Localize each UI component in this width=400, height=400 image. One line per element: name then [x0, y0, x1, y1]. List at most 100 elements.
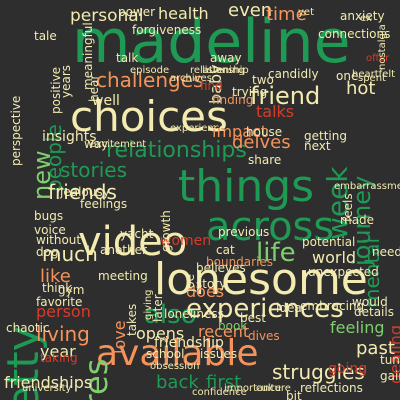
word-getting: getting	[304, 129, 347, 143]
word-opens: opens	[136, 324, 185, 343]
word-gym: gym	[58, 283, 85, 297]
word-next: next	[304, 139, 331, 153]
word-heartfelt: heartfelt	[352, 69, 396, 80]
word-delves: delves	[232, 132, 291, 153]
word-available: available	[96, 333, 259, 374]
word-going: going	[328, 361, 368, 377]
word-episode: episode	[130, 65, 170, 76]
word-time: time	[266, 4, 307, 25]
word-experience: experience	[170, 123, 226, 134]
word-choices: choices	[70, 92, 228, 141]
word-dives: dives	[248, 329, 280, 343]
word-finding: finding	[212, 93, 254, 107]
word-back: back	[156, 372, 199, 393]
word-think: think	[42, 281, 73, 295]
word-talks: talks	[256, 102, 295, 121]
word-across: across	[206, 204, 335, 250]
word-voice: voice	[34, 223, 66, 237]
word-much: much	[42, 242, 98, 266]
word-idea: idea	[276, 301, 302, 315]
word-one: one	[336, 69, 359, 83]
word-cat: cat	[216, 243, 235, 257]
word-culture: culture	[256, 383, 291, 394]
word-hear: hear	[87, 74, 101, 102]
word-recent: recent	[198, 322, 250, 341]
word-spent: spent	[358, 73, 386, 84]
word-taking: taking	[40, 351, 78, 365]
word-positive: positive	[49, 66, 63, 114]
word-past: past	[356, 338, 395, 359]
word-challenges: challenges	[96, 68, 204, 92]
word-house: house	[246, 125, 283, 139]
word-school: school	[146, 347, 185, 361]
word-feelings: feelings	[80, 197, 128, 211]
word-giving: giving	[143, 289, 154, 320]
word-chaotic: chaotic	[6, 321, 50, 335]
word-trying: trying	[232, 85, 268, 99]
word-bugs: bugs	[34, 209, 64, 223]
word-experiences: experiences	[186, 294, 344, 324]
word-feeling: feeling	[330, 318, 385, 337]
word-two: two	[252, 73, 274, 87]
word-book: book	[218, 319, 248, 333]
word-talk: talk	[116, 51, 139, 65]
word-health: health	[158, 4, 209, 23]
word-even: even	[228, 0, 273, 21]
word-unexpected: unexpected	[308, 265, 379, 279]
word-friends: friends	[48, 180, 117, 204]
word-well: well	[92, 93, 120, 109]
word-living: living	[36, 322, 90, 346]
word-takes: takes	[125, 303, 139, 336]
word-reflections: reflections	[300, 381, 363, 395]
word-potential: potential	[302, 235, 356, 249]
word-does: does	[186, 282, 225, 301]
word-way: way	[84, 137, 109, 151]
word-confidence: confidence	[192, 387, 247, 398]
word-anxiety: anxiety	[340, 9, 385, 23]
word-hot: hot	[346, 78, 376, 99]
word-relationship: relationship	[190, 65, 249, 76]
word-madeline: madeline	[72, 7, 351, 77]
word-favorite: favorite	[36, 295, 83, 309]
word-excitement: excitement	[90, 139, 147, 150]
word-bit: bit	[286, 389, 302, 400]
word-also: also	[144, 300, 197, 330]
word-things: things	[178, 161, 315, 212]
word-jealousy: jealousy	[60, 185, 110, 199]
word-yacht: yacht	[120, 227, 154, 241]
word-made: made	[340, 213, 375, 227]
word-person: person	[36, 302, 91, 321]
word-forgiveness: forgiveness	[132, 23, 202, 37]
word-gain: gain	[380, 369, 400, 383]
word-friendships: friendships	[4, 373, 93, 392]
word-university: university	[22, 383, 72, 394]
word-struggles: struggles	[272, 360, 365, 384]
word-details: details	[354, 305, 394, 319]
word-video: video	[78, 219, 188, 265]
word-friend: friend	[250, 82, 321, 110]
word-obsession: obsession	[150, 361, 200, 372]
word-dog: dog	[36, 245, 59, 259]
word-impact: impact	[212, 122, 268, 141]
word-believes: believes	[196, 261, 246, 275]
word-life: life	[256, 238, 296, 268]
word-archives: archives	[170, 73, 212, 84]
word-friendship: friendship	[154, 335, 224, 351]
word-embarrassment: embarrassment	[334, 181, 400, 192]
word-world: world	[312, 248, 357, 267]
word-importance: importance	[224, 383, 282, 394]
word-listening: listening	[202, 65, 245, 76]
word-boundaries: boundaries	[206, 255, 274, 269]
word-meeting: meeting	[98, 269, 148, 283]
word-nostalgia: nostalgia	[377, 24, 388, 70]
word-power: power	[118, 5, 156, 19]
word-women: women	[160, 233, 212, 249]
word-find: find	[200, 79, 223, 93]
word-like: like	[40, 266, 71, 287]
word-would: would	[352, 295, 388, 309]
word-need: need	[372, 245, 400, 259]
word-embracing: embracing	[300, 299, 365, 313]
word-stories: stories	[60, 158, 128, 182]
word-story: story	[196, 277, 227, 291]
